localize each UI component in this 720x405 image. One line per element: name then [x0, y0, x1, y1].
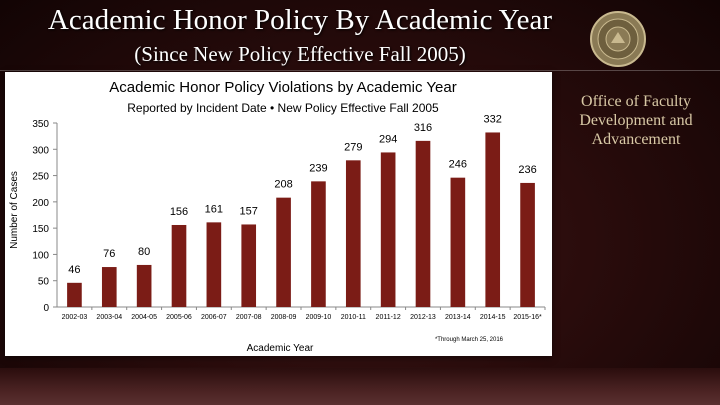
y-tick-label: 150: [32, 224, 49, 235]
x-tick-label: 2007-08: [236, 314, 262, 321]
y-tick-label: 350: [32, 119, 49, 130]
bar-chart: Academic Honor Policy Violations by Acad…: [9, 79, 546, 354]
x-tick-label: 2005-06: [166, 314, 192, 321]
y-tick-label: 300: [32, 145, 49, 156]
office-line-1: Office of Faculty: [581, 93, 691, 110]
data-label: 156: [170, 206, 188, 218]
bar: [241, 224, 257, 307]
data-label: 316: [414, 122, 432, 134]
bar: [276, 197, 291, 307]
chart-title: Academic Honor Policy Violations by Acad…: [109, 79, 456, 96]
bar: [415, 140, 431, 307]
x-tick-label: 2003-04: [96, 314, 122, 321]
data-label: 239: [309, 162, 327, 174]
x-tick-label: 2013-14: [445, 314, 471, 321]
x-tick-label: 2006-07: [201, 314, 227, 321]
office-line-3: Advancement: [591, 131, 681, 148]
bar: [171, 224, 187, 307]
y-tick-label: 250: [32, 172, 49, 183]
slide-subtitle: (Since New Policy Effective Fall 2005): [134, 42, 466, 66]
y-tick-label: 100: [32, 250, 49, 261]
y-tick-label: 200: [32, 198, 49, 209]
bar: [101, 267, 117, 307]
data-label: 208: [274, 179, 292, 191]
office-name: Office of Faculty Development and Advanc…: [552, 92, 720, 149]
data-label: 246: [449, 159, 467, 171]
x-tick-label: 2011-12: [376, 314, 401, 321]
x-tick-label: 2015-16*: [513, 314, 542, 321]
x-tick-label: 2009-10: [306, 314, 332, 321]
bar: [136, 264, 152, 307]
bar: [450, 177, 466, 307]
bar: [520, 182, 535, 307]
chart-subtitle: Reported by Incident Date • New Policy E…: [127, 101, 439, 115]
data-label: 236: [518, 164, 536, 176]
x-tick-label: 2012-13: [410, 314, 436, 321]
data-label: 294: [379, 133, 397, 145]
chart-panel: Academic Honor Policy Violations by Acad…: [5, 72, 552, 356]
data-label: 161: [205, 203, 223, 215]
chart-footnote: *Through March 25, 2016: [435, 337, 504, 343]
slide-floor: [0, 368, 720, 405]
university-seal-icon: [589, 10, 647, 68]
x-tick-label: 2010-11: [341, 314, 366, 321]
bar: [67, 282, 82, 307]
data-label: 332: [484, 113, 502, 125]
y-axis-label: Number of Cases: [9, 171, 20, 249]
data-label: 279: [344, 141, 362, 153]
data-label: 157: [240, 205, 258, 217]
header-divider: [0, 70, 720, 71]
data-label: 80: [138, 246, 150, 258]
office-line-2: Development and: [579, 112, 693, 129]
y-tick-label: 0: [43, 303, 49, 314]
bar: [311, 181, 326, 307]
bar: [206, 222, 222, 307]
x-tick-label: 2002-03: [62, 314, 88, 321]
y-tick-label: 50: [38, 277, 50, 288]
bar: [485, 132, 501, 307]
x-axis-label: Academic Year: [247, 343, 314, 354]
data-label: 76: [103, 248, 115, 260]
bar: [345, 160, 361, 307]
slide-title: Academic Honor Policy By Academic Year: [47, 4, 553, 36]
x-tick-label: 2014-15: [480, 314, 506, 321]
x-tick-label: 2004-05: [131, 314, 157, 321]
x-tick-label: 2008-09: [271, 314, 297, 321]
bar: [380, 152, 396, 307]
data-label: 46: [68, 264, 80, 276]
